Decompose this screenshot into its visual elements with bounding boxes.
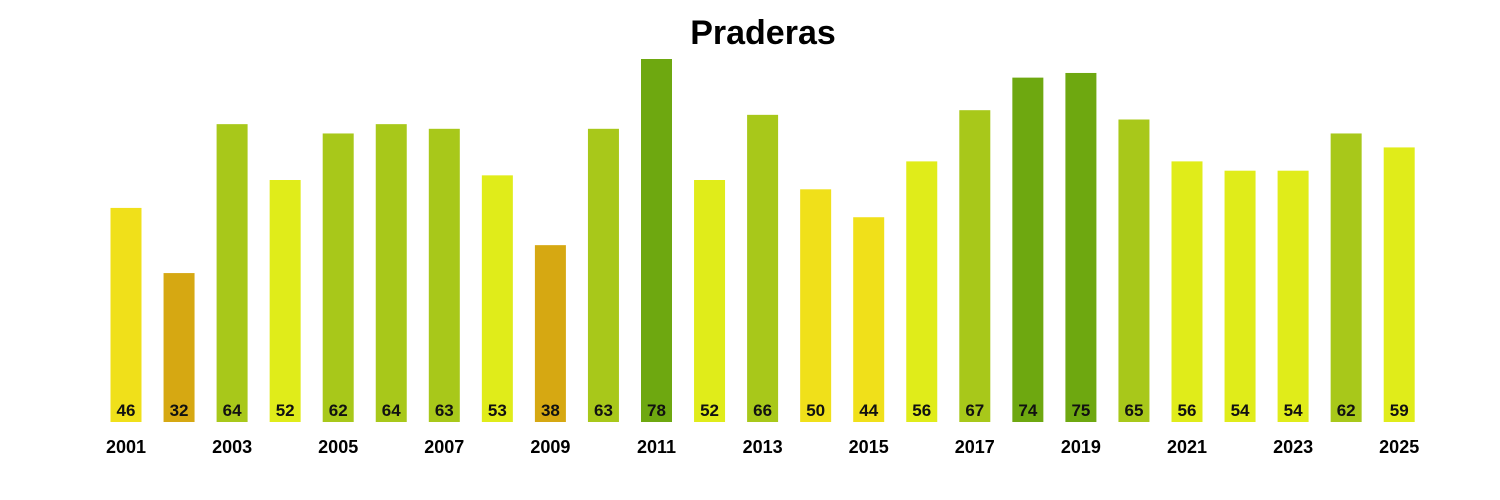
bar-value-label: 74 xyxy=(1018,401,1037,420)
bar-2010 xyxy=(587,128,619,422)
bar-value-label: 66 xyxy=(753,401,772,420)
bar-2020 xyxy=(1118,119,1150,422)
x-tick-label: 2007 xyxy=(424,437,464,457)
x-tick-label: 2005 xyxy=(318,437,358,457)
x-tick-label: 2013 xyxy=(743,437,783,457)
x-tick-label: 2011 xyxy=(637,437,676,457)
x-tick-label: 2021 xyxy=(1167,437,1207,457)
bar-2005 xyxy=(322,133,354,422)
bar-value-label: 78 xyxy=(647,401,666,420)
bar-2017 xyxy=(959,110,991,422)
bar-value-label: 54 xyxy=(1284,401,1303,420)
bar-value-label: 67 xyxy=(965,401,984,420)
bar-2016 xyxy=(906,161,938,422)
bar-2008 xyxy=(481,175,513,422)
bar-2018 xyxy=(1012,77,1044,423)
x-tick-label: 2001 xyxy=(106,437,146,457)
bar-value-label: 50 xyxy=(806,401,825,420)
bar-2023 xyxy=(1277,170,1309,422)
bar-value-label: 59 xyxy=(1390,401,1409,420)
bar-value-label: 44 xyxy=(859,401,878,420)
bar-2024 xyxy=(1330,133,1362,422)
bar-2004 xyxy=(269,180,301,422)
x-tick-label: 2003 xyxy=(212,437,252,457)
bar-2025 xyxy=(1383,147,1415,423)
bar-2012 xyxy=(694,180,726,422)
bar-value-label: 62 xyxy=(329,401,348,420)
bar-2006 xyxy=(375,124,407,423)
bar-2007 xyxy=(428,128,460,422)
bar-2001 xyxy=(110,207,142,422)
bar-2003 xyxy=(216,124,248,423)
bar-value-label: 63 xyxy=(435,401,454,420)
bar-value-label: 64 xyxy=(382,401,401,420)
bar-value-label: 46 xyxy=(117,401,136,420)
bar-value-label: 62 xyxy=(1337,401,1356,420)
x-axis-tick-labels: 2001 2003 2005 2007 2009 2011 2013 2015 2017 2019… xyxy=(106,437,1419,457)
bar-2022 xyxy=(1224,170,1256,422)
x-tick-label: 2019 xyxy=(1061,437,1101,457)
bar-2015 xyxy=(853,217,885,422)
bar-value-label: 64 xyxy=(223,401,242,420)
x-tick-label: 2023 xyxy=(1273,437,1313,457)
bar-value-label: 53 xyxy=(488,401,507,420)
data-labels-group: 46 32 64 52 62 64 63 53 38 63 78 52 66 50 44 56 67 74 75 65… xyxy=(117,401,1409,420)
bar-2014 xyxy=(800,189,832,422)
bar-value-label: 75 xyxy=(1071,401,1090,420)
bar-value-label: 38 xyxy=(541,401,560,420)
x-tick-label: 2009 xyxy=(530,437,570,457)
x-tick-label: 2017 xyxy=(955,437,995,457)
bar-value-label: 52 xyxy=(276,401,295,420)
bar-value-label: 32 xyxy=(170,401,189,420)
x-tick-label: 2015 xyxy=(849,437,889,457)
bar-2002 xyxy=(163,273,195,422)
bar-value-label: 54 xyxy=(1231,401,1250,420)
x-tick-label: 2025 xyxy=(1379,437,1419,457)
bar-value-label: 52 xyxy=(700,401,719,420)
bar-2013 xyxy=(747,114,779,422)
bar-value-label: 56 xyxy=(1178,401,1197,420)
bar-2019 xyxy=(1065,72,1097,423)
chart-title: Praderas xyxy=(690,14,836,52)
bar-2021 xyxy=(1171,161,1203,422)
bar-value-label: 63 xyxy=(594,401,613,420)
bar-value-label: 56 xyxy=(912,401,931,420)
bar-2009 xyxy=(534,245,566,422)
bar-2011 xyxy=(641,59,672,422)
bar-value-label: 65 xyxy=(1124,401,1143,420)
bars-group xyxy=(110,59,1415,423)
